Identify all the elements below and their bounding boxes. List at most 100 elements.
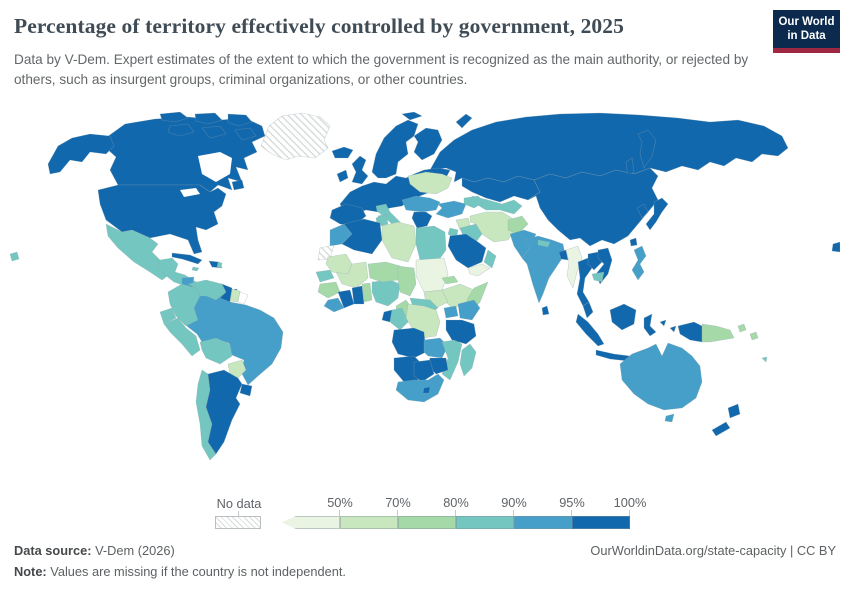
country-greece[interactable] xyxy=(411,211,433,229)
legend-bin-70-80[interactable] xyxy=(398,516,456,529)
country-new-zealand-south[interactable] xyxy=(711,421,731,437)
country-philippines[interactable] xyxy=(631,245,647,281)
country-egypt[interactable] xyxy=(415,225,447,265)
country-cambodia[interactable] xyxy=(591,271,605,283)
country-afghanistan[interactable] xyxy=(507,215,529,235)
territory-french-guiana[interactable] xyxy=(237,291,249,305)
country-canada-island[interactable] xyxy=(227,113,253,127)
no-data-swatch[interactable] xyxy=(215,516,261,529)
country-kenya[interactable] xyxy=(457,299,481,321)
country-turkey[interactable] xyxy=(435,200,467,219)
country-yemen[interactable] xyxy=(467,263,491,277)
legend-bin-50[interactable] xyxy=(282,516,340,529)
country-moluccas[interactable] xyxy=(669,325,677,333)
country-canada-island[interactable] xyxy=(201,125,227,139)
country-uruguay[interactable] xyxy=(239,383,253,397)
country-iran[interactable] xyxy=(469,211,517,243)
country-myanmar[interactable] xyxy=(565,245,583,289)
country-russia[interactable] xyxy=(429,112,789,183)
country-papua-new-guinea[interactable] xyxy=(701,323,735,343)
country-canada-island[interactable] xyxy=(194,112,223,125)
country-iceland[interactable] xyxy=(331,146,354,159)
region-scandinavia[interactable] xyxy=(371,119,419,179)
country-guinea[interactable] xyxy=(317,281,341,299)
country-java[interactable] xyxy=(595,349,631,362)
country-jamaica[interactable] xyxy=(191,266,200,272)
country-canada-island[interactable] xyxy=(234,127,257,141)
country-novaya-zemlya[interactable] xyxy=(455,113,473,129)
country-madagascar[interactable] xyxy=(459,343,477,377)
country-eritrea[interactable] xyxy=(441,275,459,285)
country-nepal[interactable] xyxy=(537,239,551,248)
country-png-island[interactable] xyxy=(749,331,759,341)
country-ghana[interactable] xyxy=(351,285,365,305)
country-canada-island[interactable] xyxy=(159,112,189,123)
country-tasmania[interactable] xyxy=(664,413,675,423)
country-fiji[interactable] xyxy=(761,356,768,363)
country-bangladesh[interactable] xyxy=(558,249,569,261)
country-tunisia[interactable] xyxy=(377,213,389,227)
country-newfoundland[interactable] xyxy=(231,179,245,191)
country-algeria[interactable] xyxy=(341,218,383,255)
country-ireland[interactable] xyxy=(336,169,349,183)
country-united-kingdom[interactable] xyxy=(351,155,369,185)
country-finland[interactable] xyxy=(413,127,443,161)
country-fiji-wrap[interactable] xyxy=(10,251,20,262)
country-angola[interactable] xyxy=(391,327,427,359)
country-colombia[interactable] xyxy=(167,283,201,327)
country-taiwan[interactable] xyxy=(629,237,638,247)
country-venezuela[interactable] xyxy=(187,279,227,301)
country-chad[interactable] xyxy=(397,265,417,297)
country-new-zealand-north[interactable] xyxy=(727,403,741,419)
region-caucasus[interactable] xyxy=(463,195,485,209)
country-senegal[interactable] xyxy=(315,269,335,283)
country-japan[interactable] xyxy=(645,197,669,231)
country-russia-wrap[interactable] xyxy=(831,241,840,253)
country-ukraine[interactable] xyxy=(407,171,453,195)
country-alaska[interactable] xyxy=(47,133,115,175)
country-borneo[interactable] xyxy=(609,303,637,331)
country-sakhalin[interactable] xyxy=(625,157,635,177)
region-sierra-leone-liberia[interactable] xyxy=(323,297,345,313)
country-sulawesi[interactable] xyxy=(643,313,657,337)
legend-bin-50-70[interactable] xyxy=(340,516,398,529)
legend-bin-80-90[interactable] xyxy=(456,516,514,529)
country-china[interactable] xyxy=(527,167,659,247)
country-niger[interactable] xyxy=(367,261,401,283)
credit-link[interactable]: OurWorldinData.org/state-capacity | CC B… xyxy=(590,543,836,558)
country-moluccas[interactable] xyxy=(659,319,667,327)
legend-colorbar[interactable]: 50% 70% 80% 90% 95% 100% xyxy=(282,495,646,529)
country-canada-island[interactable] xyxy=(167,123,195,137)
country-kamchatka[interactable] xyxy=(637,129,657,169)
legend-bin-95-100[interactable] xyxy=(572,516,630,529)
country-korea[interactable] xyxy=(636,203,649,219)
country-sumatra[interactable] xyxy=(575,313,605,347)
region-togo-benin[interactable] xyxy=(361,282,373,303)
country-png-island[interactable] xyxy=(737,323,747,333)
country-libya[interactable] xyxy=(381,221,417,263)
region-balkans[interactable] xyxy=(401,195,441,213)
country-sri-lanka[interactable] xyxy=(541,305,550,316)
country-mauritania[interactable] xyxy=(325,253,353,275)
country-guyana[interactable] xyxy=(219,283,233,303)
country-tanzania[interactable] xyxy=(445,319,477,345)
region-central-asia[interactable] xyxy=(471,195,523,215)
country-cuba[interactable] xyxy=(171,252,203,265)
country-ecuador[interactable] xyxy=(159,307,177,325)
country-argentina[interactable] xyxy=(205,369,243,455)
country-nigeria[interactable] xyxy=(371,279,401,307)
country-india[interactable] xyxy=(521,235,566,304)
country-oman[interactable] xyxy=(483,249,497,269)
country-uganda[interactable] xyxy=(443,305,459,319)
country-botswana[interactable] xyxy=(413,359,435,383)
country-indonesian-papua[interactable] xyxy=(677,321,703,343)
country-sudan[interactable] xyxy=(415,257,449,293)
country-congo[interactable] xyxy=(389,307,409,331)
country-peru[interactable] xyxy=(163,317,201,357)
country-australia[interactable] xyxy=(619,342,703,411)
legend-bin-90-95[interactable] xyxy=(514,516,572,529)
country-paraguay[interactable] xyxy=(227,359,247,379)
country-south-africa[interactable] xyxy=(395,373,445,403)
country-saudi-arabia[interactable] xyxy=(447,233,487,269)
country-lesotho[interactable] xyxy=(422,386,431,394)
